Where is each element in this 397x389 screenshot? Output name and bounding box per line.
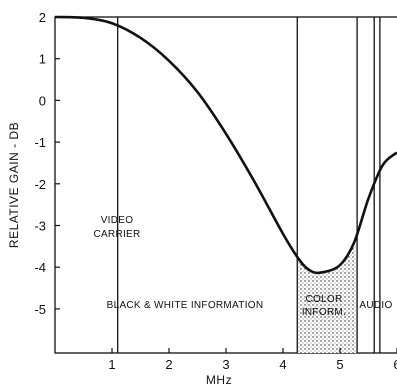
x-tick-label-2: 3 xyxy=(222,357,229,372)
y-tick-label-7: -5 xyxy=(34,302,46,317)
x-tick-label-5: 6 xyxy=(393,357,397,372)
y-tick-label-3: -1 xyxy=(34,135,46,150)
y-tick-label-6: -4 xyxy=(34,260,46,275)
region-label-color-line1: COLOR xyxy=(305,294,342,305)
annotation-video-carrier-line2: CARRIER xyxy=(93,229,140,240)
region-label-color-line2: INFORM. xyxy=(302,307,346,318)
gain-curve xyxy=(54,15,397,275)
y-axis-label: RELATIVE GAIN - DB xyxy=(7,122,21,248)
x-tick-label-0: 1 xyxy=(108,357,115,372)
region-label-audio: AUDIO xyxy=(359,300,392,311)
y-tick-label-1: 1 xyxy=(39,52,46,67)
annotation-video-carrier-line1: VIDEO xyxy=(101,215,134,226)
y-tick-label-5: -3 xyxy=(34,219,46,234)
plot-frame xyxy=(54,16,397,354)
curve-layer xyxy=(54,15,397,275)
y-tick-label-4: -2 xyxy=(34,177,46,192)
region-label-color: COLOR INFORM. xyxy=(302,294,346,318)
x-tick-label-1: 2 xyxy=(165,357,172,372)
y-tick-label-2: 0 xyxy=(39,93,46,108)
annotation-video-carrier: VIDEO CARRIER xyxy=(93,215,140,240)
y-tick-label-0: 2 xyxy=(39,10,46,25)
markers-layer xyxy=(117,17,381,353)
x-tick-label-4: 5 xyxy=(336,357,343,372)
x-axis-label: MHz xyxy=(206,373,232,387)
x-tick-label-3: 4 xyxy=(279,357,286,372)
x-axis: 1 2 3 4 5 6 xyxy=(108,348,397,372)
y-axis: 2 1 0 -1 -2 -3 -4 -5 xyxy=(34,10,60,317)
region-label-black-white: BLACK & WHITE INFORMATION xyxy=(107,300,264,311)
